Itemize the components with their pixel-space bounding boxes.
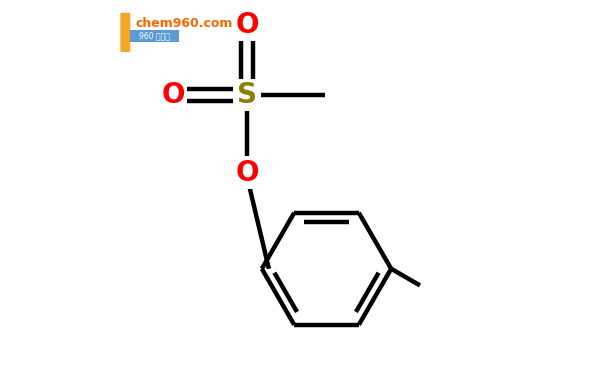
Text: S: S	[237, 81, 257, 109]
Text: O: O	[235, 11, 259, 39]
Text: 960 化工网: 960 化工网	[139, 31, 170, 40]
FancyBboxPatch shape	[120, 13, 130, 52]
Text: O: O	[235, 159, 259, 187]
Text: chem960.com: chem960.com	[136, 16, 233, 30]
Text: O: O	[162, 81, 185, 109]
FancyBboxPatch shape	[129, 30, 180, 42]
